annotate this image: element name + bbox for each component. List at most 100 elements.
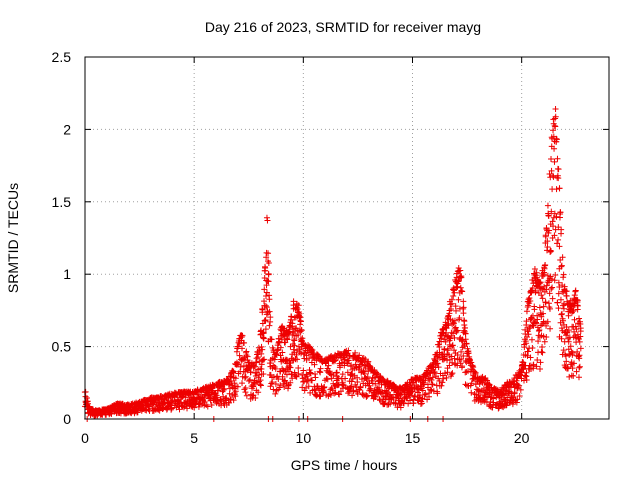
data-point	[517, 386, 524, 393]
data-point	[555, 305, 562, 312]
data-point	[431, 370, 438, 377]
data-point	[551, 210, 558, 217]
data-point	[262, 264, 269, 271]
data-point	[570, 307, 577, 314]
data-point	[544, 238, 551, 245]
data-point	[327, 371, 334, 378]
data-point	[316, 368, 323, 375]
data-point	[293, 351, 300, 358]
data-point	[410, 396, 417, 403]
data-point	[547, 325, 554, 332]
data-point	[301, 387, 308, 394]
data-point	[563, 324, 570, 331]
data-point	[257, 382, 264, 389]
data-point	[230, 397, 237, 404]
data-point	[299, 371, 306, 378]
data-point	[422, 374, 429, 381]
data-point	[468, 380, 475, 387]
data-point	[345, 357, 352, 364]
data-point	[571, 360, 578, 367]
data-point	[543, 322, 550, 329]
data-point	[82, 388, 89, 395]
x-tick-label: 10	[296, 430, 312, 446]
data-point	[263, 292, 270, 299]
data-point	[543, 282, 550, 289]
data-point	[300, 351, 307, 358]
data-point	[540, 303, 547, 310]
data-point	[304, 373, 311, 380]
data-point	[540, 333, 547, 340]
data-point	[416, 386, 423, 393]
data-point	[297, 321, 304, 328]
data-point	[558, 310, 565, 317]
data-point	[397, 404, 404, 411]
data-point	[401, 390, 408, 397]
data-point	[274, 373, 281, 380]
data-point	[447, 301, 454, 308]
data-point	[458, 273, 465, 280]
data-point	[542, 299, 549, 306]
data-point	[573, 368, 580, 375]
data-point	[516, 392, 523, 399]
data-point	[317, 393, 324, 400]
data-point	[496, 399, 503, 406]
data-point	[542, 261, 549, 268]
data-point	[270, 362, 277, 369]
data-point	[291, 342, 298, 349]
data-point	[559, 282, 566, 289]
data-point	[372, 394, 379, 401]
data-point	[289, 320, 296, 327]
data-point	[415, 397, 422, 404]
data-point	[461, 318, 468, 325]
data-point	[295, 370, 302, 377]
data-point	[558, 262, 565, 269]
y-tick-label: 1.5	[52, 194, 72, 210]
data-point	[544, 202, 551, 209]
data-point	[332, 357, 339, 364]
data-point	[134, 409, 141, 416]
data-point	[554, 299, 561, 306]
data-point	[251, 363, 258, 370]
data-point	[550, 214, 557, 221]
data-point	[252, 394, 259, 401]
data-point	[537, 279, 544, 286]
data-point	[168, 405, 175, 412]
data-point	[356, 352, 363, 359]
data-point	[557, 296, 564, 303]
data-point	[456, 315, 463, 322]
x-axis-label: GPS time / hours	[291, 457, 398, 473]
data-point	[468, 359, 475, 366]
data-point	[486, 402, 493, 409]
data-point	[461, 327, 468, 334]
data-point	[407, 392, 414, 399]
data-point	[274, 347, 281, 354]
data-point	[184, 405, 191, 412]
data-point	[458, 356, 465, 363]
data-point	[532, 320, 539, 327]
data-point	[565, 312, 572, 319]
data-point	[354, 390, 361, 397]
data-point	[167, 401, 174, 408]
data-point	[291, 328, 298, 335]
data-point	[405, 400, 412, 407]
data-point	[483, 377, 490, 384]
data-point	[542, 233, 549, 240]
data-point	[285, 368, 292, 375]
data-point	[359, 390, 366, 397]
data-point	[538, 348, 545, 355]
data-point	[521, 377, 528, 384]
data-point	[358, 358, 365, 365]
data-point	[523, 340, 530, 347]
data-point	[260, 335, 267, 342]
data-point	[272, 380, 279, 387]
data-point	[225, 381, 232, 388]
data-point	[267, 383, 274, 390]
data-point	[226, 399, 233, 406]
data-point	[236, 352, 243, 359]
data-point	[476, 381, 483, 388]
data-point	[435, 364, 442, 371]
data-point	[543, 333, 550, 340]
data-point	[275, 346, 282, 353]
data-point	[509, 401, 516, 408]
data-point	[345, 347, 352, 354]
